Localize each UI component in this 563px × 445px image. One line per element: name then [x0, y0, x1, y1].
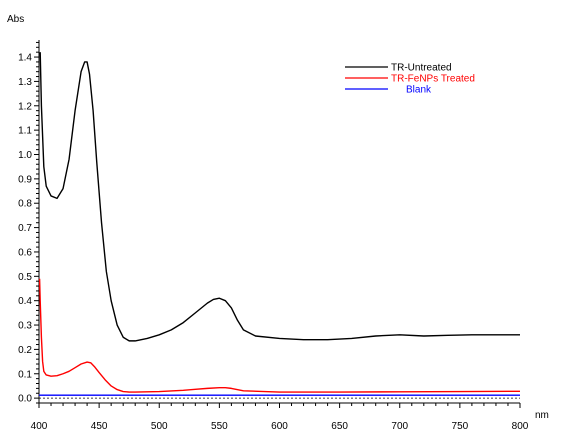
- series-line-0: [39, 52, 520, 342]
- y-tick-label: 0.8: [18, 199, 32, 210]
- y-tick-label: 0.3: [18, 321, 32, 332]
- y-axis-title: Abs: [7, 14, 24, 25]
- legend-label: TR-FeNPs Treated: [391, 74, 475, 85]
- x-tick-label: 700: [391, 421, 408, 432]
- x-tick-label: 450: [91, 421, 108, 432]
- x-tick-label: 550: [211, 421, 228, 432]
- y-tick-label: 1.4: [18, 53, 32, 64]
- x-axis-title: nm: [535, 410, 549, 421]
- y-tick-label: 0.4: [18, 296, 32, 307]
- legend-label: TR-Untreated: [391, 63, 452, 74]
- x-tick-label: 400: [31, 421, 48, 432]
- y-tick-label: 1.1: [18, 126, 32, 137]
- series-line-1: [38, 278, 521, 393]
- y-tick-label: 0.6: [18, 247, 32, 258]
- y-tick-label: 0.2: [18, 345, 32, 356]
- y-tick-label: 0.9: [18, 174, 32, 185]
- y-tick-label: 0.7: [18, 223, 32, 234]
- y-tick-label: 0.5: [18, 272, 32, 283]
- x-tick-label: 600: [271, 421, 288, 432]
- y-tick-label: 1.3: [18, 77, 32, 88]
- x-tick-label: 500: [151, 421, 168, 432]
- y-tick-label: 1.0: [18, 150, 32, 161]
- x-tick-label: 650: [331, 421, 348, 432]
- y-tick-label: 1.2: [18, 101, 32, 112]
- legend-label: Blank: [406, 85, 432, 96]
- x-tick-label: 800: [512, 421, 529, 432]
- x-tick-label: 750: [452, 421, 469, 432]
- y-tick-label: 0.0: [18, 394, 32, 405]
- y-tick-label: 0.1: [18, 369, 32, 380]
